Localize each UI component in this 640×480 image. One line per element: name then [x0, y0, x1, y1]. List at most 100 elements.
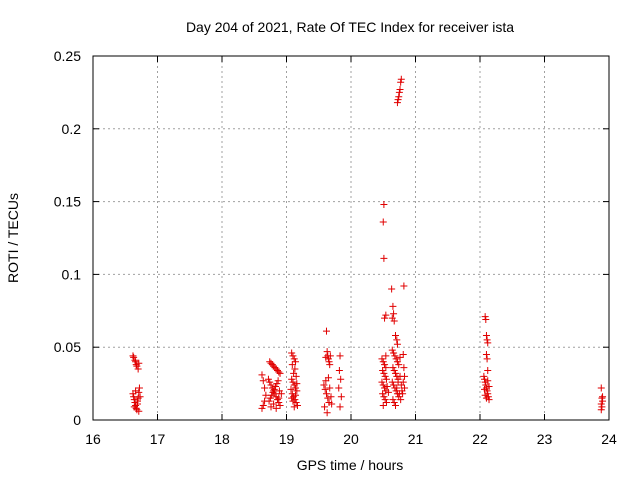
data-point [322, 353, 330, 361]
data-point [322, 327, 330, 335]
data-point [275, 394, 283, 402]
data-point [327, 393, 335, 401]
data-point [400, 282, 408, 290]
data-point [379, 401, 387, 409]
data-point [388, 346, 396, 354]
data-point [290, 403, 298, 411]
data-point [266, 378, 274, 386]
data-point [132, 358, 140, 366]
x-tick-label: 20 [343, 431, 359, 447]
data-point [390, 310, 398, 318]
data-point [392, 401, 400, 409]
data-point [400, 364, 408, 372]
data-point [382, 375, 390, 383]
data-point [130, 393, 138, 401]
data-point [336, 352, 344, 360]
data-point [270, 400, 278, 408]
data-point [483, 355, 491, 363]
data-point [384, 388, 392, 396]
data-point [390, 366, 398, 374]
data-point [388, 285, 396, 293]
data-point [485, 383, 493, 391]
data-point [292, 384, 300, 392]
data-point [380, 393, 388, 401]
data-point [481, 385, 489, 393]
data-point [401, 384, 409, 392]
data-point [397, 75, 405, 83]
data-point [399, 390, 407, 398]
data-point [383, 383, 391, 391]
data-point [380, 369, 388, 377]
data-point [389, 364, 397, 372]
data-point [396, 85, 404, 93]
data-point [393, 336, 401, 344]
data-point [484, 339, 492, 347]
y-tick-label: 0.2 [62, 121, 82, 137]
x-axis-label: GPS time / hours [297, 457, 404, 473]
data-point [292, 372, 300, 380]
y-tick-label: 0.25 [54, 48, 81, 64]
data-point [293, 380, 301, 388]
data-point [389, 396, 397, 404]
data-point [336, 403, 344, 411]
data-point [322, 390, 330, 398]
axis-ticks [92, 55, 610, 421]
data-point [136, 393, 144, 401]
data-point [291, 365, 299, 373]
data-point [130, 353, 138, 361]
data-point [396, 353, 404, 361]
data-point [130, 403, 138, 411]
data-point [378, 355, 386, 363]
data-point [275, 368, 283, 376]
data-point [378, 378, 386, 386]
data-point [379, 218, 387, 226]
data-point [134, 365, 142, 373]
data-point [481, 391, 489, 399]
data-point [276, 369, 284, 377]
data-point [258, 404, 266, 412]
data-point [134, 397, 142, 405]
data-point [288, 349, 296, 357]
data-point [397, 78, 405, 86]
x-tick-label: 24 [601, 431, 617, 447]
data-point [335, 384, 343, 392]
chart-title: Day 204 of 2021, Rate Of TEC Index for r… [186, 19, 514, 35]
data-point [482, 350, 490, 358]
data-point [390, 317, 398, 325]
data-point [483, 336, 491, 344]
data-point [598, 394, 606, 402]
data-point [392, 369, 400, 377]
data-point [324, 394, 332, 402]
data-point [288, 361, 296, 369]
x-tick-labels: 16 17 18 19 20 21 22 23 24 [85, 431, 617, 447]
data-point [482, 332, 490, 340]
data-point [481, 375, 489, 383]
data-point [135, 388, 143, 396]
data-point [323, 348, 331, 356]
data-point [337, 375, 345, 383]
data-point [335, 366, 343, 374]
data-point [482, 316, 490, 324]
data-point [293, 401, 301, 409]
data-point [599, 393, 607, 401]
y-tick-label: 0.15 [54, 194, 81, 210]
y-axis-label: ROTI / TECUs [5, 193, 21, 283]
data-point [392, 332, 400, 340]
data-point [481, 313, 489, 321]
data-point [389, 302, 397, 310]
data-point [390, 381, 398, 389]
data-point [292, 399, 300, 407]
data-point [131, 356, 139, 364]
data-point [265, 397, 273, 405]
data-point [326, 352, 334, 360]
data-point [272, 383, 280, 391]
data-point [379, 381, 387, 389]
data-point [258, 371, 266, 379]
data-point [482, 394, 490, 402]
data-point [399, 350, 407, 358]
data-point [259, 401, 267, 409]
data-point [326, 361, 334, 369]
data-point [337, 393, 345, 401]
x-tick-label: 18 [214, 431, 230, 447]
data-point [379, 358, 387, 366]
